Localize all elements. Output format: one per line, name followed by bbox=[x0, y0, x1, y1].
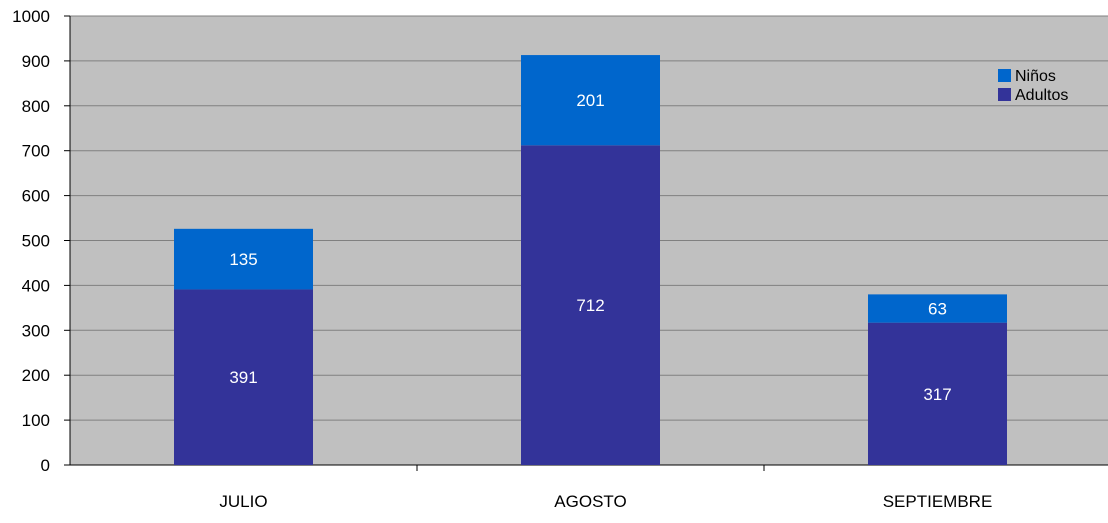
data-label: 391 bbox=[229, 368, 257, 387]
x-tick-label: SEPTIEMBRE bbox=[883, 492, 993, 511]
legend-label: Niños bbox=[1015, 68, 1056, 85]
legend: Niños Adultos bbox=[998, 68, 1068, 104]
bar-adultos bbox=[174, 289, 313, 465]
y-tick-label: 200 bbox=[22, 366, 50, 385]
y-tick-label: 600 bbox=[22, 187, 50, 206]
x-tick-label: JULIO bbox=[219, 492, 267, 511]
y-tick-label: 100 bbox=[22, 411, 50, 430]
data-label: 135 bbox=[229, 250, 257, 269]
legend-swatch bbox=[998, 88, 1011, 101]
y-tick-label: 1000 bbox=[12, 7, 50, 26]
axes: 0 100 200 300 400 500 600 700 800 900 1000 JULIO AGO… bbox=[12, 7, 1108, 511]
bars: 391 135 712 201 317 63 bbox=[174, 55, 1007, 465]
data-label: 63 bbox=[928, 300, 947, 319]
legend-swatch bbox=[998, 69, 1011, 82]
bar-niños bbox=[868, 294, 1007, 323]
data-label: 317 bbox=[923, 385, 951, 404]
bar-niños bbox=[174, 228, 313, 290]
y-tick-label: 400 bbox=[22, 276, 50, 295]
bar-adultos bbox=[521, 145, 660, 465]
bar-niños bbox=[521, 55, 660, 146]
y-tick-label: 800 bbox=[22, 97, 50, 116]
y-tick-label: 700 bbox=[22, 142, 50, 161]
data-label: 201 bbox=[576, 91, 604, 110]
y-tick-label: 900 bbox=[22, 52, 50, 71]
y-tick-label: 300 bbox=[22, 321, 50, 340]
y-tick-label: 500 bbox=[22, 232, 50, 251]
data-label: 712 bbox=[576, 296, 604, 315]
legend-label: Adultos bbox=[1015, 87, 1068, 104]
y-tick-label: 0 bbox=[41, 456, 50, 475]
x-tick-label: AGOSTO bbox=[554, 492, 626, 511]
bar-adultos bbox=[868, 322, 1007, 465]
